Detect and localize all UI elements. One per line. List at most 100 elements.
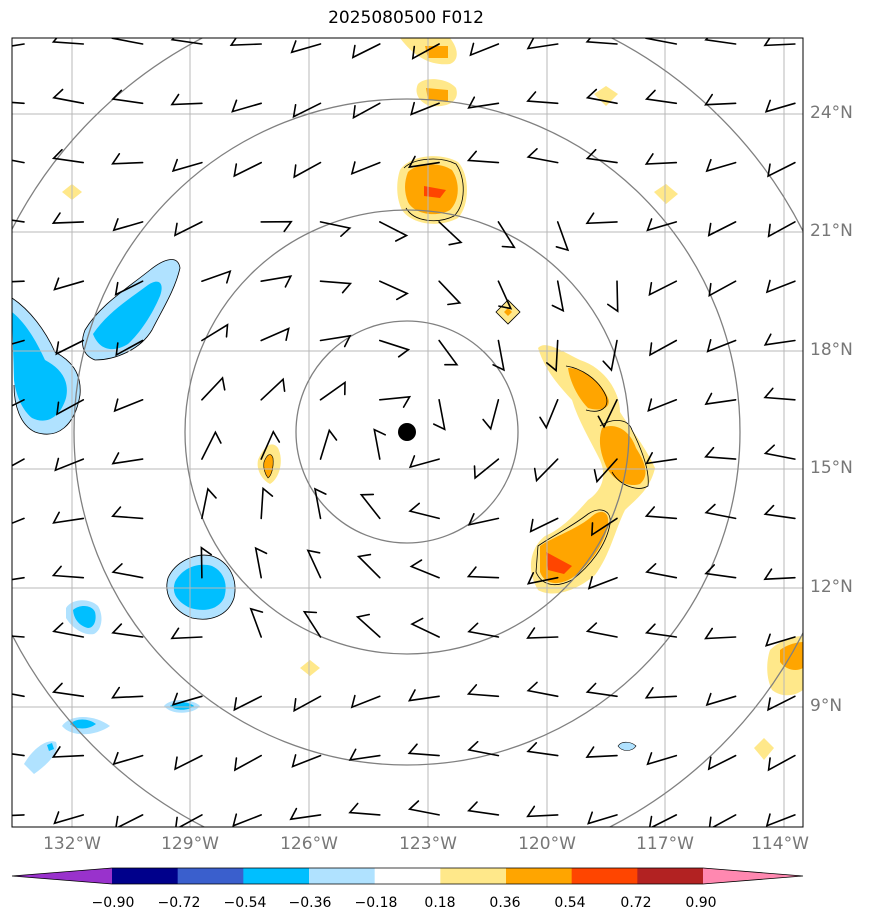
- wind-barb: [704, 446, 737, 460]
- wind-barb: [379, 339, 411, 358]
- wind-barb: [249, 607, 264, 638]
- wind-barb: [319, 428, 338, 460]
- colorbar-tick-label: 0.72: [620, 895, 652, 911]
- wind-barb: [763, 333, 796, 346]
- lat-label-24n: 24°N: [810, 103, 853, 123]
- wind-barb: [555, 221, 570, 252]
- wind-barb: [410, 617, 440, 638]
- wind-barb: [704, 627, 737, 640]
- wind-barb: [260, 275, 293, 288]
- wind-barb: [587, 811, 618, 825]
- wind-barb: [111, 563, 144, 579]
- wind-barb: [763, 444, 796, 460]
- wind-barbs: [12, 38, 796, 827]
- wind-barb: [12, 458, 25, 467]
- wind-barb: [497, 221, 516, 249]
- wind-barb: [408, 455, 440, 469]
- wind-barb: [646, 218, 678, 232]
- wind-barb: [170, 38, 203, 45]
- wind-barb: [467, 740, 500, 757]
- wind-barb: [232, 813, 262, 827]
- wind-barb: [174, 754, 203, 771]
- colorbar: [11, 867, 804, 885]
- lon-label-117w: 117°W: [636, 834, 694, 854]
- lon-label-120w: 120°W: [518, 834, 576, 854]
- wind-barb: [466, 684, 500, 698]
- wind-barb: [201, 430, 222, 460]
- wind-barb: [765, 813, 796, 827]
- wind-barb: [707, 221, 737, 237]
- wind-barb: [201, 487, 217, 520]
- wind-barb: [351, 43, 381, 59]
- wind-barb: [201, 270, 232, 284]
- wind-barb: [585, 148, 618, 164]
- wind-barb: [350, 161, 381, 176]
- wind-barb: [767, 695, 796, 712]
- wind-barb: [12, 814, 25, 817]
- wind-barb: [55, 339, 85, 356]
- wind-barb: [51, 38, 85, 45]
- wind-barb: [407, 800, 440, 816]
- wind-barb: [585, 746, 618, 758]
- wind-barb: [492, 339, 505, 372]
- wind-barb: [467, 96, 500, 109]
- wind-barb: [112, 751, 144, 766]
- wind-barb: [602, 339, 618, 372]
- wind-barb: [591, 517, 618, 537]
- wind-barb: [319, 380, 346, 401]
- plot-frame: [11, 37, 804, 828]
- wind-barb: [607, 280, 619, 313]
- wind-barb: [51, 746, 85, 758]
- wind-barb: [704, 503, 737, 520]
- wind-barb: [12, 753, 25, 757]
- colorbar-tick-label: −0.90: [91, 895, 135, 911]
- wind-barb: [539, 399, 559, 430]
- wind-barb: [52, 511, 85, 524]
- colorbar-tick-label: 0.18: [424, 895, 456, 911]
- wind-barb: [379, 395, 412, 408]
- colorbar-tick-label: 0.36: [489, 895, 521, 911]
- map-title: 2025080500 F012: [328, 8, 484, 28]
- wind-barb: [407, 743, 440, 757]
- wind-barb: [526, 91, 559, 105]
- wind-barb: [356, 553, 381, 579]
- wind-barb: [644, 153, 678, 165]
- wind-barb: [319, 334, 352, 348]
- wind-barb: [529, 517, 559, 533]
- lon-label-126w: 126°W: [280, 834, 338, 854]
- lat-label-15n: 15°N: [810, 458, 853, 478]
- wind-barb: [585, 88, 618, 105]
- wind-barb: [200, 546, 212, 579]
- wind-barb: [51, 682, 85, 698]
- wind-barb: [173, 221, 203, 237]
- wind-barb: [585, 682, 618, 698]
- wind-barb: [12, 339, 25, 345]
- negative-field-blob: [166, 554, 236, 620]
- colorbar-tick-label: −0.18: [354, 895, 398, 911]
- wind-barb: [260, 327, 290, 342]
- wind-barb: [408, 502, 440, 520]
- wind-barb: [260, 486, 274, 520]
- wind-barb: [12, 219, 25, 223]
- wind-barb: [260, 429, 281, 460]
- colorbar-extend-high: [703, 868, 803, 884]
- wind-barb: [12, 693, 25, 698]
- wind-barb: [53, 277, 85, 291]
- wind-barb: [467, 513, 500, 526]
- wind-barb: [171, 692, 203, 706]
- wind-barb: [705, 692, 737, 707]
- colorbar-segment: [374, 868, 441, 884]
- wind-barb: [438, 221, 463, 246]
- negative-field-small: [24, 600, 637, 774]
- wind-barb: [12, 517, 25, 525]
- wind-barb: [433, 399, 446, 431]
- wind-barb: [763, 568, 796, 581]
- wind-barb: [114, 280, 144, 297]
- wind-barb: [597, 399, 618, 429]
- wind-barb: [379, 221, 409, 242]
- wind-barb: [201, 376, 226, 401]
- colorbar-tick-label: −0.36: [288, 895, 332, 911]
- wind-barb: [302, 610, 322, 638]
- colorbar-tick-label: 0.90: [685, 895, 717, 911]
